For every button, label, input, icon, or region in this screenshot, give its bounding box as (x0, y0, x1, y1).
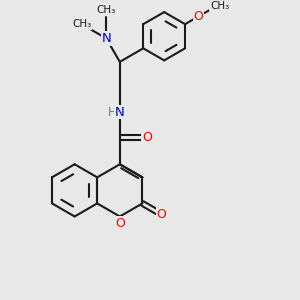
Text: CH₃: CH₃ (210, 1, 229, 11)
Text: H: H (108, 106, 116, 118)
Text: N: N (101, 32, 111, 45)
Text: O: O (194, 10, 203, 23)
Text: CH₃: CH₃ (72, 20, 92, 29)
Text: O: O (142, 131, 152, 144)
Text: CH₃: CH₃ (97, 5, 116, 15)
Text: O: O (157, 208, 166, 221)
Text: N: N (115, 106, 125, 118)
Text: O: O (115, 217, 125, 230)
